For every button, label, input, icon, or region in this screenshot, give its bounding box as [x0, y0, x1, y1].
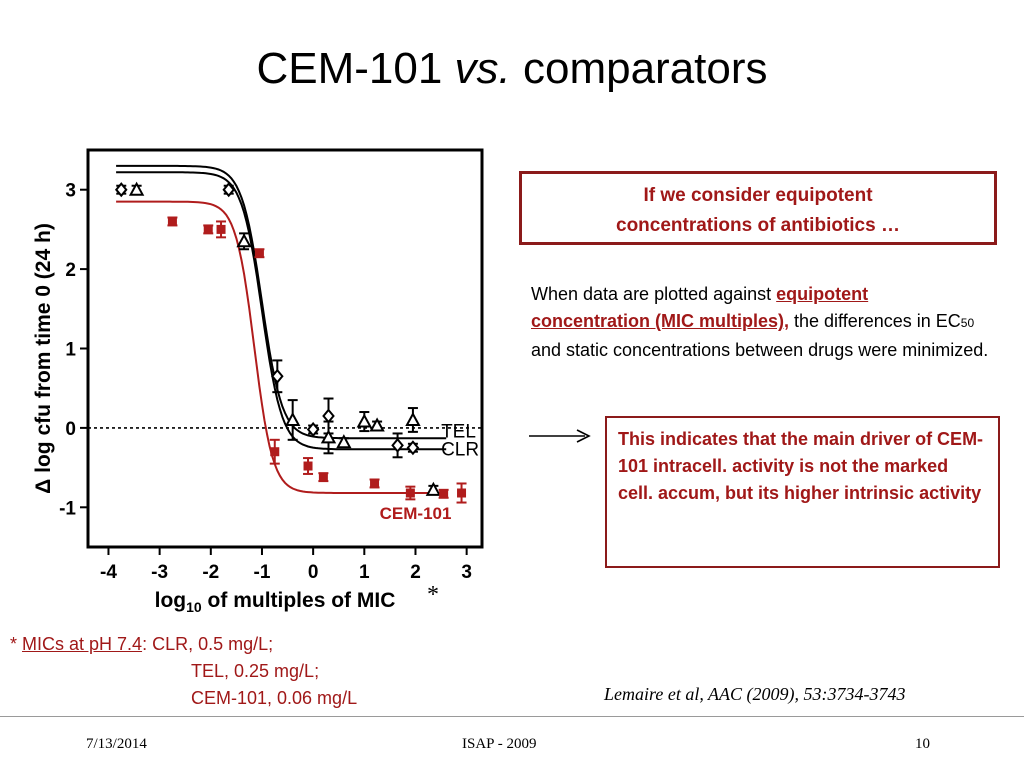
footer-page-number: 10	[915, 736, 930, 752]
x-tick-label: -4	[100, 562, 117, 583]
curve-label-cem-101: CEM-101	[380, 504, 452, 523]
data-point-clr	[284, 411, 301, 426]
data-point-tel	[306, 421, 320, 438]
callout-line-2: concentrations of antibiotics …	[616, 215, 900, 236]
paragraph-text-2: the differences in EC	[789, 311, 961, 331]
footer-event: ISAP - 2009	[462, 736, 537, 752]
x-tick-label: -2	[202, 562, 219, 583]
mic-tel: TEL, 0.25 mg/L;	[191, 661, 320, 681]
x-tick-label: 0	[308, 562, 319, 583]
x-axis-label-asterisk: *	[427, 582, 439, 608]
slide-title: CEM-101 vs. comparators	[0, 44, 1024, 94]
data-point-cem101	[254, 248, 264, 258]
data-point-tel	[406, 440, 420, 456]
mic-cem101: CEM-101, 0.06 mg/L	[191, 688, 358, 708]
data-point-clr	[356, 413, 372, 428]
data-point-clr	[405, 411, 421, 426]
x-tick-label: 3	[461, 562, 472, 583]
footer-divider	[0, 716, 1024, 717]
slide-title-rest: comparators	[510, 44, 768, 93]
y-tick-label: 0	[65, 419, 76, 440]
slide-title-italic: vs.	[454, 44, 511, 93]
x-tick-label: -1	[254, 562, 271, 583]
ec50-subscript: 50	[960, 316, 975, 330]
paragraph-highlight: equipotent concentration (MIC multiples)…	[531, 284, 869, 331]
x-tick-label: -3	[151, 562, 168, 583]
y-axis-label: Δ log cfu from time 0 (24 h)	[32, 223, 55, 494]
data-point-cem101	[167, 216, 177, 226]
x-tick-label: 1	[359, 562, 370, 583]
data-point-cem101	[457, 488, 467, 498]
data-point-clr	[336, 434, 352, 449]
data-point-clr	[320, 429, 337, 444]
data-point-tel	[222, 182, 236, 198]
data-point-cem101	[370, 478, 380, 488]
x-tick-label: 2	[410, 562, 421, 583]
citation: Lemaire et al, AAC (2009), 53:3734-3743	[604, 684, 906, 704]
paragraph-text-1: When data are plotted against	[531, 284, 777, 304]
curve-label-clr: CLR	[441, 440, 479, 461]
slide-title-main: CEM-101	[256, 44, 455, 93]
dose-response-chart: -4 -3 -2 -1 0 1 2 3 -1 0 1 2 3 log10 of multiples of …	[32, 148, 484, 615]
plot-frame	[86, 148, 484, 549]
data-point-cem101	[216, 224, 226, 234]
fit-curve-tel	[116, 171, 447, 451]
y-tick-label: -1	[59, 498, 76, 519]
conclusion-text: This indicates that the main driver of C…	[618, 429, 984, 503]
fit-curve-cem-101	[116, 200, 447, 494]
callout-line-1: If we consider equipotent	[643, 185, 873, 206]
data-point-tel	[114, 182, 128, 198]
data-point-cem101	[405, 488, 415, 498]
data-point-tel	[322, 408, 335, 424]
data-point-cem101	[439, 489, 449, 499]
data-point-clr	[128, 181, 145, 196]
y-tick-label: 2	[65, 260, 76, 281]
data-point-cem101	[203, 224, 213, 234]
fit-curve-clr	[116, 164, 447, 440]
data-point-clr	[236, 233, 252, 248]
footer-date: 7/13/2014	[86, 736, 147, 752]
data-point-cem101	[303, 461, 313, 471]
footnote-star: *	[10, 634, 23, 654]
y-tick-label: 3	[65, 181, 76, 202]
right-arrow-icon	[529, 429, 591, 443]
data-point-tel	[391, 437, 404, 453]
footnote-label: MICs at pH 7.4	[22, 634, 143, 654]
explanation-paragraph: When data are plotted against equipotent…	[531, 281, 991, 364]
y-tick-label: 1	[65, 340, 76, 361]
equipotent-callout-box: If we consider equipotent concentrations…	[519, 171, 997, 245]
data-point-clr	[425, 481, 442, 496]
data-point-tel	[271, 368, 284, 384]
mic-footnote: * MICs at pH 7.4: CLR, 0.5 mg/L; TEL, 0.…	[10, 631, 357, 712]
data-point-cem101	[270, 447, 280, 457]
x-axis-label: log10 of multiples of MIC	[155, 589, 396, 615]
paragraph-text-3: and static concentrations between drugs …	[531, 340, 989, 360]
conclusion-box: This indicates that the main driver of C…	[605, 416, 1000, 568]
mic-clr: CLR, 0.5 mg/L;	[152, 634, 274, 654]
footnote-colon: :	[142, 634, 153, 654]
data-point-cem101	[318, 472, 328, 482]
curve-label-tel: TEL	[441, 421, 476, 442]
data-point-clr	[369, 417, 385, 432]
